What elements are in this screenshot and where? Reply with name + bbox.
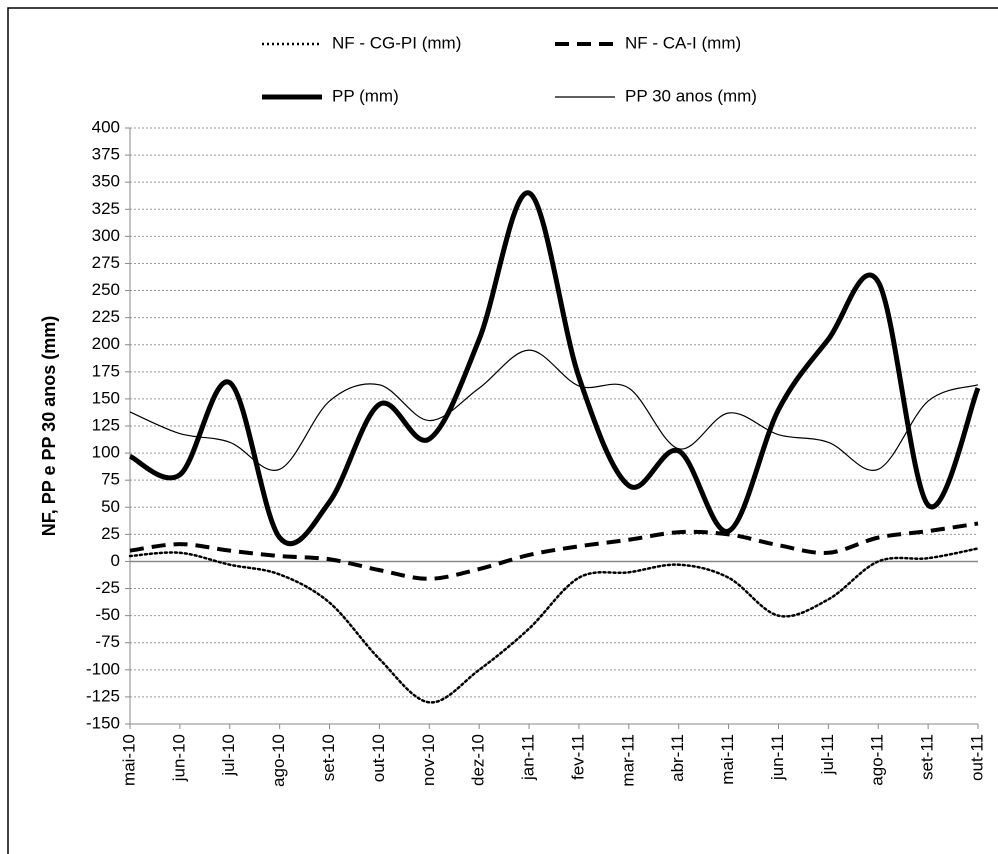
y-tick-label: 50 [101, 497, 120, 516]
y-tick-label: -75 [95, 632, 120, 651]
x-tick-label: nov-10 [419, 734, 438, 786]
x-tick-label: jul-11 [818, 734, 837, 775]
y-tick-label: -150 [86, 713, 120, 732]
y-tick-label: 350 [92, 172, 120, 191]
x-tick-label: out-11 [967, 734, 986, 781]
series-line [129, 349, 979, 472]
x-tick-label: dez-10 [469, 734, 488, 786]
x-tick-label: jul-10 [219, 734, 238, 777]
x-tick-label: set-10 [319, 734, 338, 781]
y-tick-label: -125 [86, 686, 120, 705]
x-tick-label: jan-11 [519, 734, 538, 781]
series-line [128, 190, 981, 547]
y-tick-label: 375 [92, 145, 120, 164]
x-tick-label: jun-11 [768, 734, 787, 781]
x-tick-label: abr-11 [668, 734, 687, 782]
y-tick-label: 275 [92, 253, 120, 272]
x-tick-label: mar-11 [618, 734, 637, 787]
y-tick-label: 200 [92, 334, 120, 353]
y-tick-label: 300 [92, 226, 120, 245]
y-tick-label: 250 [92, 280, 120, 299]
y-tick-label: 75 [101, 470, 120, 489]
x-tick-label: jun-10 [169, 734, 188, 782]
legend-label: NF - CG-PI (mm) [332, 33, 461, 52]
x-tick-label: set-11 [918, 734, 937, 780]
y-tick-label: 325 [92, 199, 120, 218]
y-tick-label: 125 [92, 415, 120, 434]
x-tick-label: fev-11 [568, 734, 587, 780]
legend-label: PP 30 anos (mm) [625, 86, 757, 105]
y-tick-label: -100 [86, 659, 120, 678]
x-tick-label: mai-10 [119, 734, 138, 786]
legend-label: NF - CA-I (mm) [625, 33, 741, 52]
y-tick-label: 225 [92, 307, 120, 326]
series-line [128, 547, 980, 704]
x-tick-label: mai-11 [718, 734, 737, 785]
y-tick-label: 25 [101, 524, 120, 543]
legend-label: PP (mm) [332, 86, 399, 105]
y-tick-label: 0 [111, 551, 120, 570]
y-tick-label: 100 [92, 443, 120, 462]
y-tick-label: 400 [92, 117, 120, 136]
y-tick-label: -25 [95, 578, 120, 597]
y-tick-label: 150 [92, 388, 120, 407]
y-tick-label: -50 [95, 605, 120, 624]
x-tick-label: ago-10 [269, 734, 288, 787]
x-tick-label: out-10 [369, 734, 388, 782]
x-tick-label: ago-11 [868, 734, 887, 786]
chart-frame [7, 7, 998, 854]
y-tick-label: 175 [92, 361, 120, 380]
y-axis-label: NF, PP e PP 30 anos (mm) [39, 316, 59, 536]
series-line [129, 521, 979, 581]
